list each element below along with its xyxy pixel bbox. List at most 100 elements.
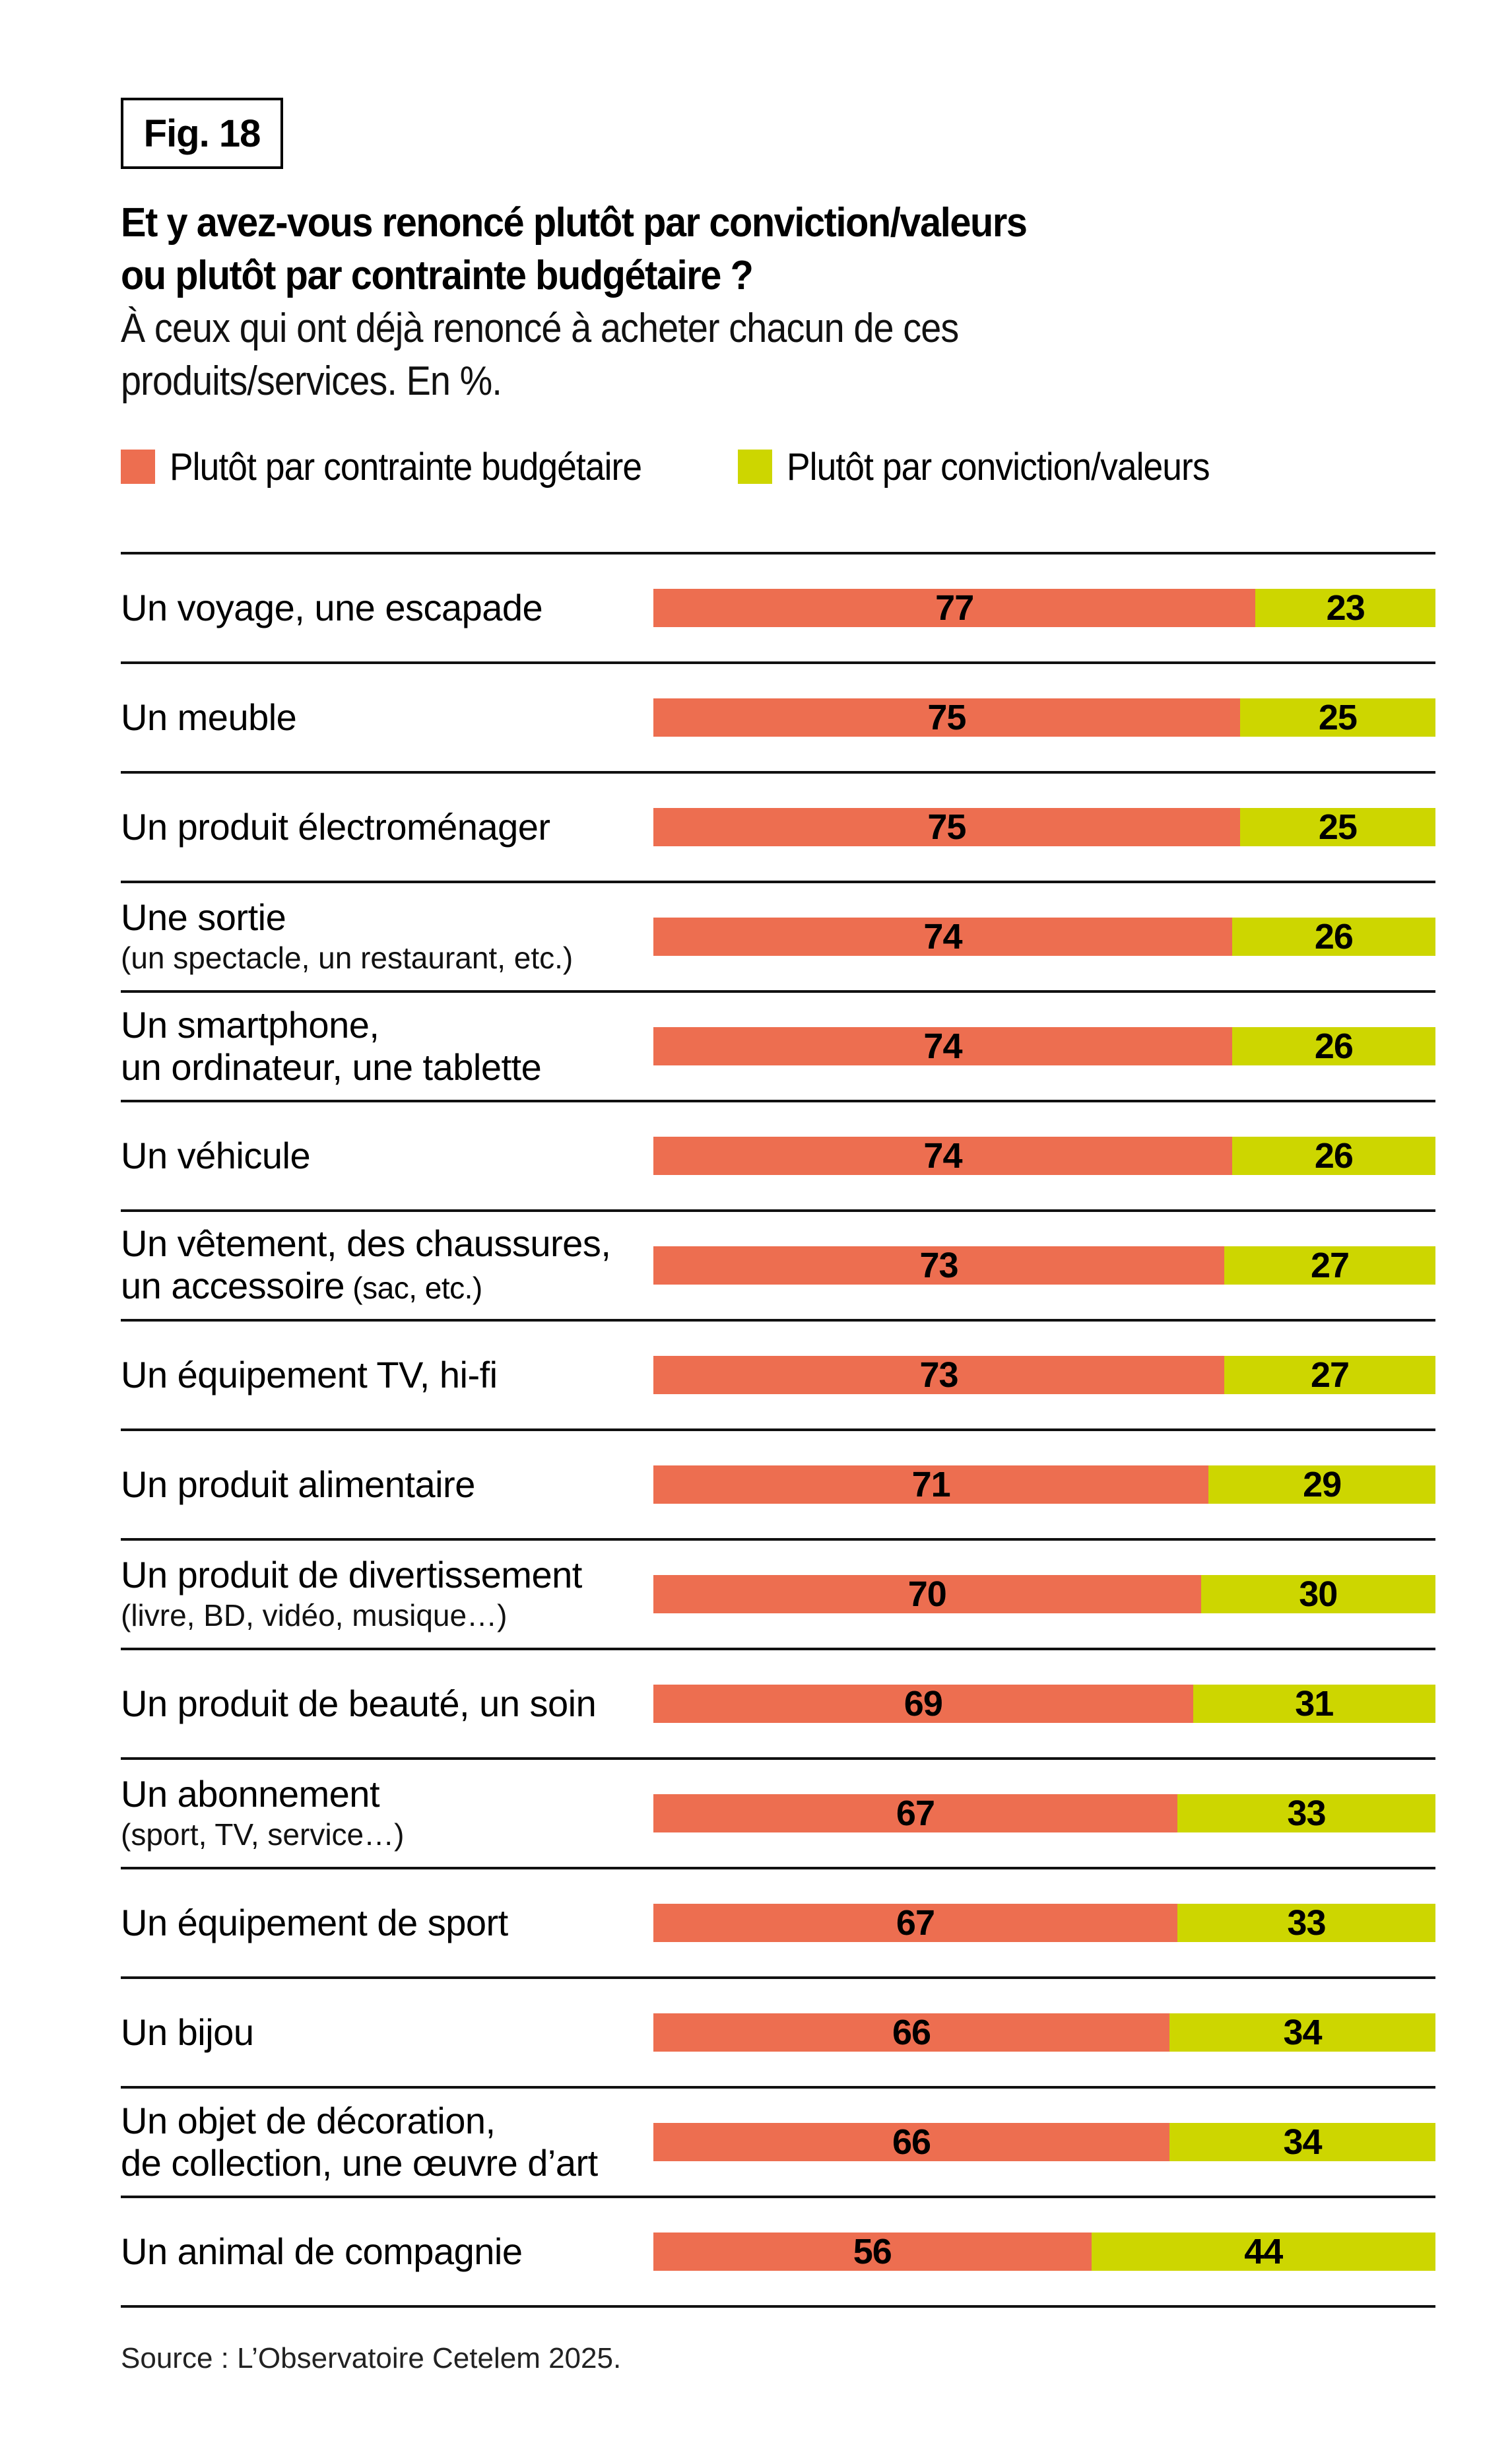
row-divider: [121, 990, 1435, 993]
category-label: Un vêtement, des chaussures,: [121, 1222, 611, 1264]
bar-value-label: 33: [1287, 1794, 1326, 1833]
subtitle-line-1: À ceux qui ont déjà renoncé à acheter ch…: [121, 306, 959, 351]
row-divider: [121, 2086, 1435, 2089]
row-label: Une sortie (un spectacle, un restaurant, …: [121, 883, 636, 990]
category-sublabel: (sac, etc.): [345, 1270, 482, 1305]
category-label: Un abonnement: [121, 1773, 380, 1815]
bar-value-label: 70: [907, 1574, 947, 1614]
row-label: Un équipement de sport: [121, 1869, 636, 1976]
row-divider: [121, 1100, 1435, 1102]
bar-budget: 75: [653, 698, 1240, 737]
row-divider: [121, 1428, 1435, 1431]
bar-value-label: 75: [927, 807, 966, 847]
row-label: Un produit de divertissement (livre, BD, …: [121, 1541, 636, 1648]
row-label: Un vêtement, des chaussures, un accessoir…: [121, 1212, 636, 1319]
row-label: Un meuble: [121, 664, 636, 771]
category-sublabel: (sport, TV, service…): [121, 1817, 405, 1852]
row-divider: [121, 1757, 1435, 1760]
bar-value-label: 34: [1283, 2122, 1323, 2162]
bar-value-label: 29: [1303, 1465, 1342, 1504]
row-divider: [121, 881, 1435, 883]
row-divider: [121, 771, 1435, 774]
row-label: Un véhicule: [121, 1102, 636, 1209]
category-label: Un produit alimentaire: [121, 1463, 475, 1505]
bar-conviction: 26: [1232, 1136, 1435, 1176]
bar-conviction: 25: [1239, 807, 1435, 847]
figure-label-text: Fig. 18: [143, 112, 261, 155]
bar-conviction: 27: [1224, 1246, 1435, 1285]
figure-label: Fig. 18: [121, 98, 283, 169]
category-label: Un bijou: [121, 2011, 254, 2053]
bar-conviction: 25: [1239, 698, 1435, 737]
bar-budget: 77: [653, 588, 1256, 628]
bar-value-label: 69: [904, 1684, 943, 1724]
category-sublabel: (un spectacle, un restaurant, etc.): [121, 941, 574, 975]
row-label: Un voyage, une escapade: [121, 554, 636, 661]
row-label: Un abonnement (sport, TV, service…): [121, 1760, 636, 1867]
row-divider: [121, 1319, 1435, 1322]
source-note: Source : L’Observatoire Cetelem 2025.: [121, 2342, 622, 2374]
bar-conviction: 26: [1232, 1026, 1435, 1066]
category-label: Un voyage, une escapade: [121, 587, 543, 628]
chart-subtitle: À ceux qui ont déjà renoncé à acheter ch…: [121, 302, 1279, 408]
bar-conviction: 30: [1200, 1574, 1435, 1614]
bar-conviction: 31: [1193, 1684, 1435, 1724]
category-label-line-2: un ordinateur, une tablette: [121, 1046, 542, 1088]
category-label: Un produit électroménager: [121, 806, 550, 848]
bar-budget: 71: [653, 1465, 1209, 1504]
bar-value-label: 27: [1310, 1355, 1350, 1395]
row-divider: [121, 1867, 1435, 1869]
chart-title: Et y avez-vous renoncé plutôt par convic…: [121, 197, 1318, 302]
subtitle-line-2: produits/services. En %.: [121, 358, 502, 404]
bar-value-label: 31: [1295, 1684, 1334, 1724]
row-divider: [121, 1538, 1435, 1541]
bar-budget: 66: [653, 2122, 1170, 2162]
bar-value-label: 25: [1318, 698, 1358, 737]
row-label: Un équipement TV, hi-fi: [121, 1322, 636, 1428]
legend-item-budget: Plutôt par contrainte budgétaire: [121, 445, 682, 489]
legend-label-conviction: Plutôt par conviction/valeurs: [787, 445, 1210, 488]
legend-item-conviction: Plutôt par conviction/valeurs: [738, 445, 1246, 489]
bar-value-label: 73: [919, 1355, 958, 1395]
row-label: Un animal de compagnie: [121, 2198, 636, 2305]
bar-budget: 75: [653, 807, 1240, 847]
bar-value-label: 23: [1326, 588, 1365, 628]
row-label: Un bijou: [121, 1979, 636, 2086]
bar-budget: 73: [653, 1246, 1225, 1285]
bar-budget: 69: [653, 1684, 1193, 1724]
bar-value-label: 56: [853, 2232, 892, 2271]
category-label: Une sortie: [121, 896, 286, 938]
bar-value-label: 33: [1287, 1903, 1326, 1943]
category-label: Un produit de divertissement: [121, 1554, 582, 1595]
bar-value-label: 75: [927, 698, 966, 737]
bar-budget: 67: [653, 1794, 1177, 1833]
row-divider: [121, 1209, 1435, 1212]
bar-budget: 70: [653, 1574, 1201, 1614]
bar-value-label: 66: [892, 2013, 931, 2052]
bar-budget: 74: [653, 1026, 1232, 1066]
row-divider: [121, 661, 1435, 664]
legend-swatch-budget: [121, 450, 155, 484]
bar-value-label: 77: [935, 588, 974, 628]
bar-conviction: 23: [1255, 588, 1435, 628]
row-label: Un produit de beauté, un soin: [121, 1650, 636, 1757]
row-divider: [121, 1648, 1435, 1650]
bar-value-label: 26: [1314, 1026, 1354, 1066]
bar-value-label: 66: [892, 2122, 931, 2162]
bar-budget: 73: [653, 1355, 1225, 1395]
bar-value-label: 34: [1283, 2013, 1323, 2052]
category-label: Un smartphone,: [121, 1004, 379, 1046]
category-label: Un véhicule: [121, 1135, 311, 1176]
bar-value-label: 73: [919, 1246, 958, 1285]
bar-conviction: 34: [1169, 2013, 1435, 2052]
bar-value-label: 44: [1244, 2232, 1283, 2271]
bar-conviction: 27: [1224, 1355, 1435, 1395]
bar-value-label: 26: [1314, 917, 1354, 957]
legend-swatch-conviction: [738, 450, 773, 484]
bar-conviction: 33: [1177, 1903, 1435, 1943]
bar-value-label: 27: [1310, 1246, 1350, 1285]
category-label: Un équipement TV, hi-fi: [121, 1354, 498, 1395]
bar-budget: 74: [653, 1136, 1232, 1176]
bar-value-label: 67: [896, 1794, 935, 1833]
legend: Plutôt par contrainte budgétaire Plutôt …: [121, 444, 1302, 490]
